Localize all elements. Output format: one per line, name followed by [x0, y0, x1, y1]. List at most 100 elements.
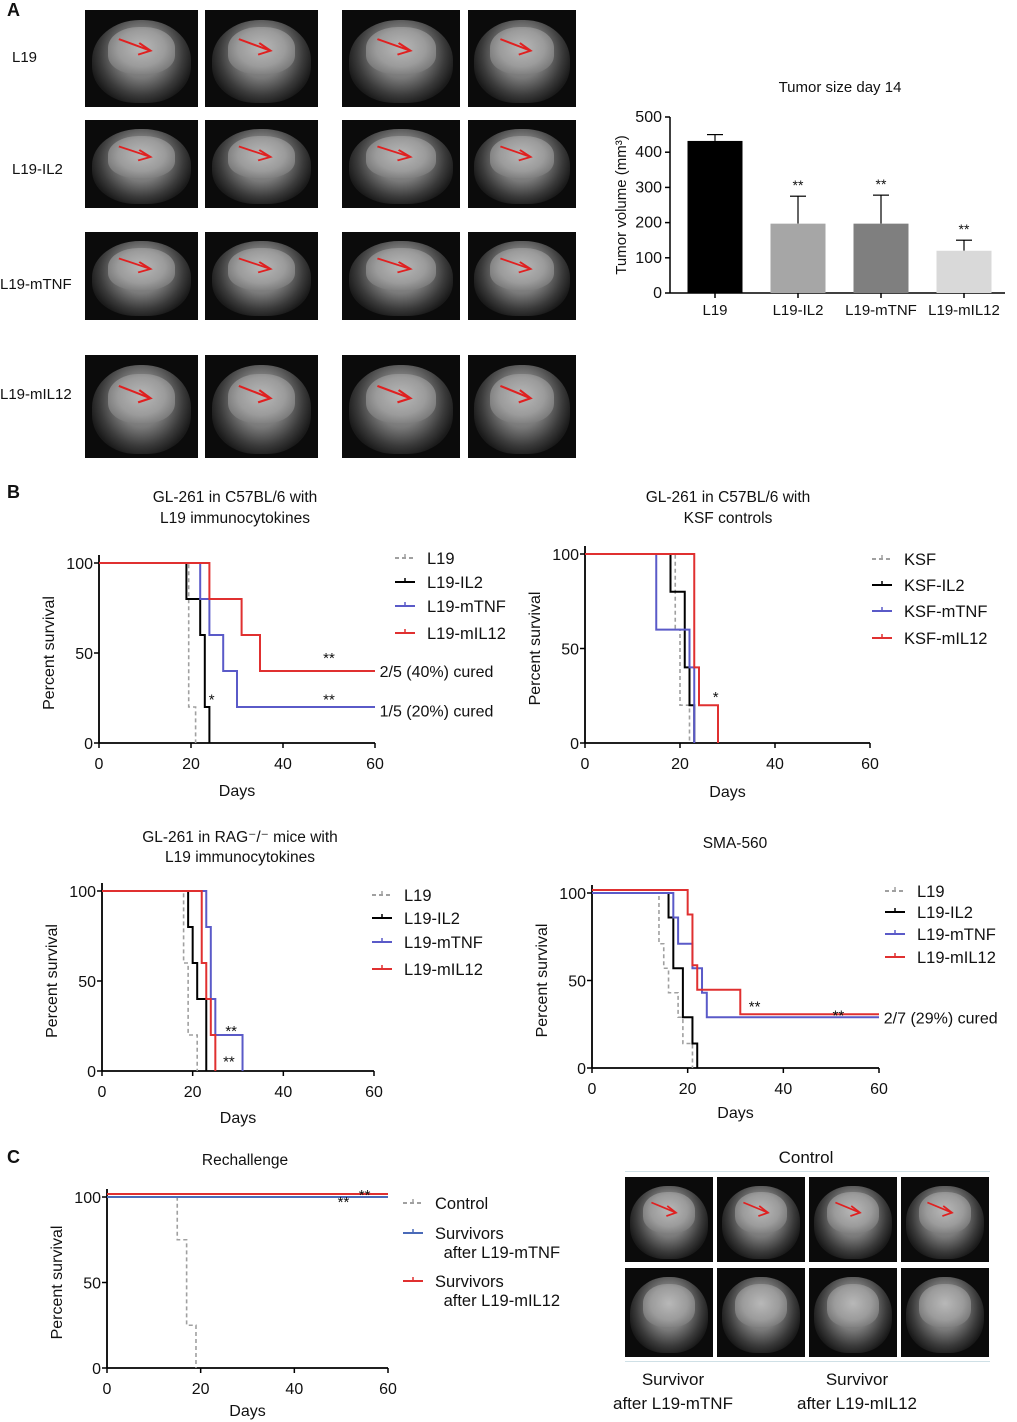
survival-curve-l19 — [99, 562, 197, 743]
mri-image — [205, 232, 318, 320]
x-tick-label: 20 — [192, 1381, 210, 1398]
legend-label-line: L19-mIL12 — [404, 961, 483, 979]
survival-curve-l19 — [592, 892, 694, 1068]
legend-label-line: KSF — [904, 551, 936, 569]
y-tick-label: 50 — [75, 646, 93, 663]
y-axis-label: Percent survival — [534, 924, 551, 1038]
red-arrow-icon — [835, 1201, 862, 1217]
mri-brain — [489, 373, 555, 423]
legend-label: L19-mIL12 — [917, 949, 996, 967]
panel-label-c: C — [7, 1147, 20, 1167]
chart-title: GL-261 in RAG⁻/⁻ mice with — [142, 829, 338, 846]
legend-label-line: after L19-mTNF — [439, 1244, 560, 1262]
survival-curve-ksf — [585, 553, 691, 743]
divider — [625, 1361, 990, 1362]
y-tick-label: 400 — [635, 144, 662, 161]
y-tick-label: 50 — [568, 974, 586, 991]
chart-title: GL-261 in C57BL/6 with — [153, 489, 318, 506]
x-tick-label: 60 — [861, 756, 879, 773]
x-tick-label: 60 — [366, 756, 384, 773]
x-tick-label: 20 — [671, 756, 689, 773]
chart-title: Rechallenge — [202, 1152, 288, 1169]
y-tick-label: 0 — [84, 736, 93, 753]
significance-marker: ** — [338, 1194, 350, 1211]
y-tick-label: 0 — [577, 1061, 586, 1078]
legend-label: L19-IL2 — [917, 904, 973, 922]
significance-marker: ** — [323, 650, 335, 667]
y-tick-label: 100 — [69, 884, 96, 901]
mri-brain — [642, 1284, 696, 1327]
mri-brain — [227, 247, 296, 291]
x-tick-label: 20 — [679, 1081, 697, 1098]
legend-label-line: L19 — [917, 883, 945, 901]
mri-brain — [826, 1284, 880, 1327]
y-tick-label: 0 — [92, 1361, 101, 1378]
mri-brain — [227, 373, 296, 423]
legend-label: L19-IL2 — [404, 910, 460, 928]
legend-label: L19-mIL12 — [427, 625, 506, 643]
survival-curve-l19-mtnf — [99, 562, 375, 708]
caption-line2: after L19-mIL12 — [796, 1394, 917, 1413]
legend-label-line: Survivors — [435, 1225, 504, 1243]
mri-brain — [107, 27, 176, 74]
x-tick-label: 60 — [870, 1081, 888, 1098]
mri-image — [468, 120, 576, 208]
x-axis-label: Days — [220, 1110, 256, 1127]
mri-image — [468, 232, 576, 320]
red-arrow-icon — [238, 145, 273, 162]
significance-marker: ** — [959, 221, 970, 237]
survival-curve-l19-il2 — [99, 562, 211, 743]
red-arrow-icon — [376, 145, 413, 162]
mri-image-control — [717, 1177, 805, 1262]
red-arrow-icon — [238, 38, 273, 56]
row-label-l19-mil12: L19-mIL12 — [0, 386, 72, 403]
divider — [625, 1171, 990, 1172]
cured-annotation: 2/5 (40%) cured — [380, 664, 494, 681]
red-arrow-icon — [927, 1201, 954, 1217]
x-tick-label: 40 — [274, 1084, 292, 1101]
legend-label-line: L19-IL2 — [404, 910, 460, 928]
survival-curve-ksf-mil12 — [585, 553, 719, 743]
mri-brain — [489, 27, 555, 74]
caption-line1: Survivor — [825, 1370, 889, 1389]
mri-image — [342, 10, 460, 107]
chart-title: L19 immunocytokines — [160, 510, 310, 527]
significance-marker: ** — [225, 1023, 237, 1040]
caption-survivor-mtnf: Survivor after L19-mTNF — [573, 1368, 773, 1416]
y-tick-label: 300 — [635, 179, 662, 196]
x-axis-label: Days — [219, 783, 255, 800]
red-arrow-icon — [499, 257, 533, 274]
y-tick-label: 100 — [552, 547, 579, 564]
row-label-l19-il2: L19-IL2 — [12, 161, 63, 178]
x-tick-label: 0 — [581, 756, 590, 773]
survival-curve-l19 — [102, 890, 198, 1071]
legend-label: KSF-mIL12 — [904, 630, 987, 648]
significance-marker: ** — [323, 691, 335, 708]
mri-image — [85, 10, 198, 107]
mri-brain — [227, 135, 296, 179]
bar-l19-mtnf — [853, 223, 909, 293]
mri-image-survivor — [901, 1268, 989, 1357]
survival-curve-l19-mil12 — [102, 890, 217, 1071]
legend-label: L19-mTNF — [917, 926, 996, 944]
y-tick-label: 50 — [561, 642, 579, 659]
legend-label-line: L19-mIL12 — [917, 949, 996, 967]
cured-annotation: 1/5 (20%) cured — [380, 704, 494, 721]
x-tick-label: L19-IL2 — [773, 302, 824, 319]
mri-image — [468, 355, 576, 458]
mri-image — [342, 355, 460, 458]
legend-label-line: L19-mIL12 — [427, 625, 506, 643]
mri-brain — [734, 1192, 788, 1234]
x-tick-label: 40 — [274, 756, 292, 773]
mri-brain — [227, 27, 296, 74]
mri-brain — [918, 1284, 972, 1327]
x-axis-label: Days — [229, 1403, 265, 1420]
mri-brain — [734, 1284, 788, 1327]
red-arrow-icon — [238, 384, 273, 404]
mri-image — [85, 355, 198, 458]
y-axis-label: Tumor volume (mm³) — [613, 135, 630, 274]
chart-title: SMA-560 — [703, 835, 768, 852]
mri-brain — [365, 373, 437, 423]
red-arrow-icon — [376, 38, 413, 56]
